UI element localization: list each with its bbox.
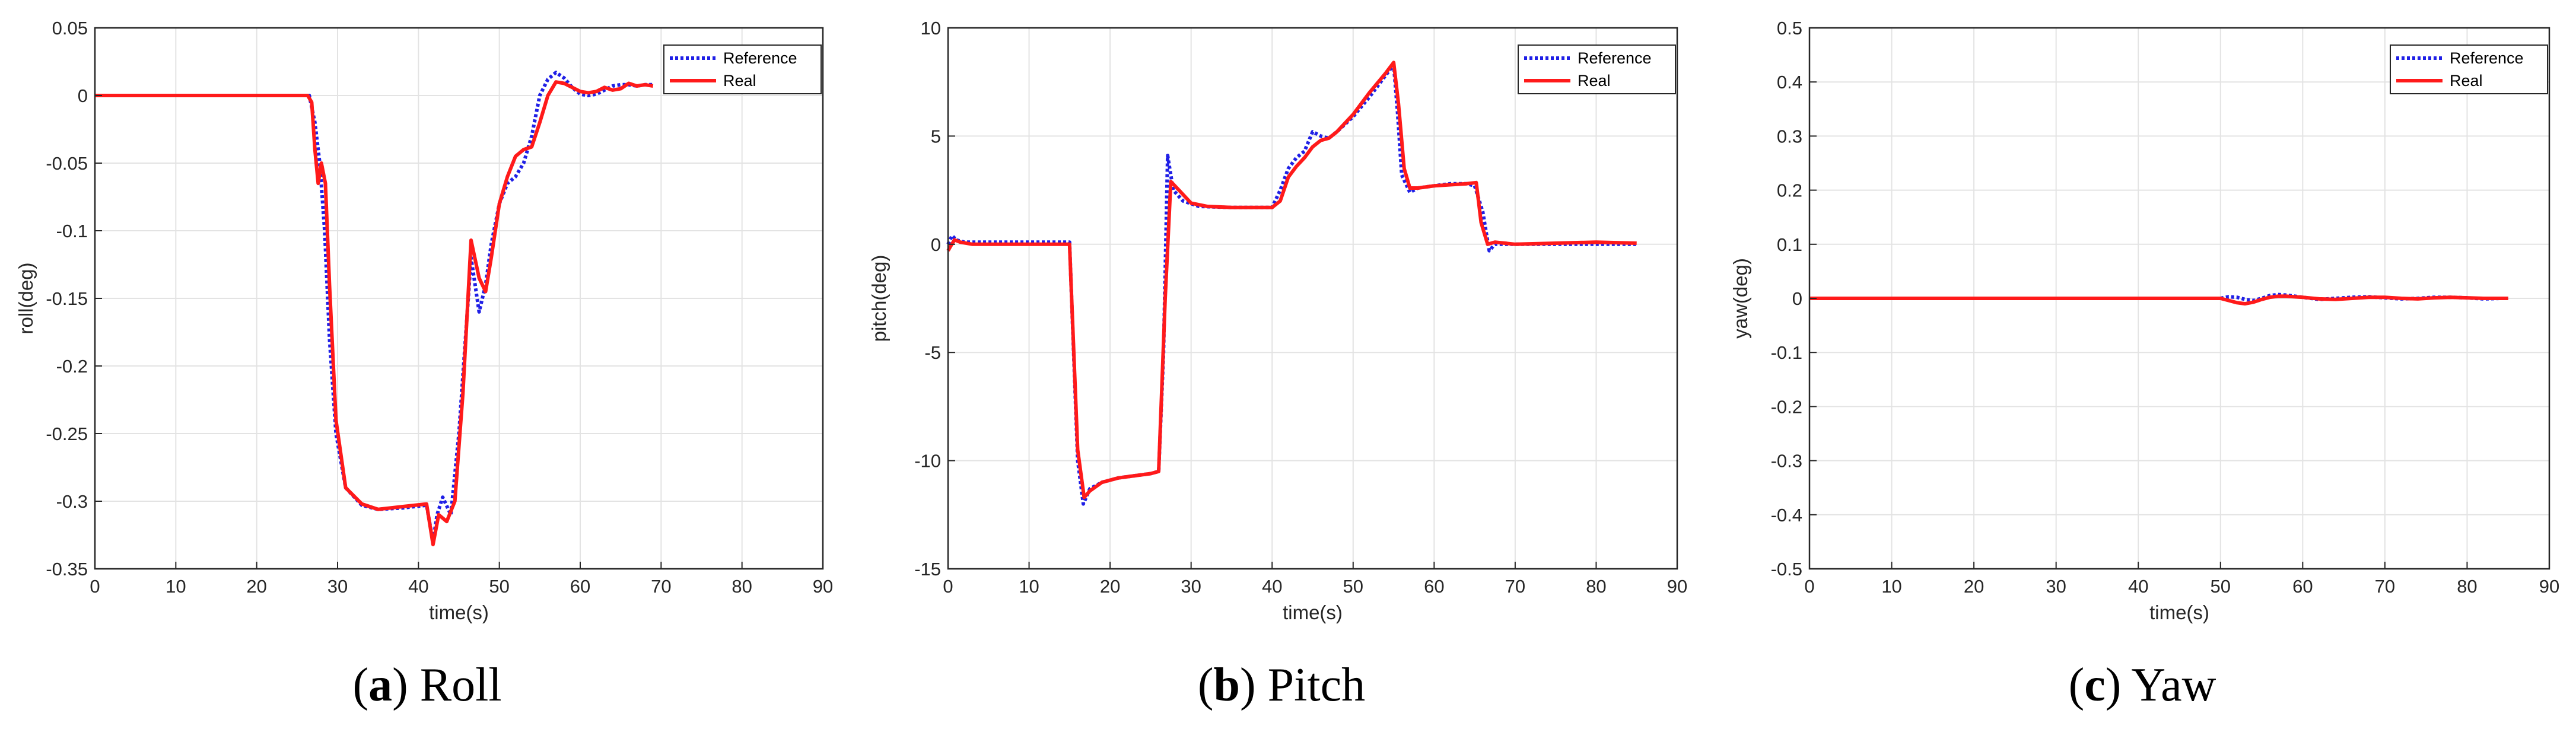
yaw-x-tick-label: 40 [2128, 576, 2148, 597]
yaw-series-real [1809, 294, 2508, 306]
roll-y-tick-label: -0.35 [46, 559, 88, 580]
pitch-x-tick-label: 50 [1343, 576, 1363, 597]
roll-x-axis-label: time(s) [429, 601, 489, 623]
pitch-y-tick-label: -15 [914, 559, 941, 580]
yaw-caption: (c) Yaw [2068, 659, 2216, 711]
pitch-legend-label-reference: Reference [1578, 49, 1652, 67]
pitch-plot-area [948, 28, 1677, 569]
pitch-legend: Reference Real [1518, 44, 1676, 94]
yaw-y-tick-label: 0.1 [1777, 234, 1802, 255]
pitch-caption-text: Pitch [1267, 659, 1366, 711]
yaw-legend-box [2390, 44, 2548, 94]
yaw-x-axis-label: time(s) [2149, 601, 2209, 623]
pitch-y-tick-label: 10 [921, 18, 941, 39]
pitch-y-tick-label: -5 [924, 342, 941, 363]
pitch-x-tick-label: 30 [1181, 576, 1201, 597]
roll-x-tick-label: 30 [327, 576, 348, 597]
roll-y-tick-label: -0.05 [46, 153, 88, 174]
roll-x-tick-label: 70 [651, 576, 671, 597]
roll-y-tick-label: -0.1 [56, 221, 88, 241]
pitch-x-tick-label: 0 [943, 576, 953, 597]
roll-caption-text: Roll [419, 659, 502, 711]
yaw-y-tick-label: 0.2 [1777, 180, 1802, 201]
yaw-x-tick-label: 20 [1964, 576, 1984, 597]
pitch-chart: 0 10 20 30 40 50 60 70 80 901050-5-10-15time(s)pi… [868, 18, 1687, 623]
yaw-legend-label-reference: Reference [2450, 49, 2524, 67]
yaw-y-tick-label: -0.4 [1771, 505, 1802, 526]
yaw-x-tick-label: 50 [2211, 576, 2231, 597]
roll-series-real [95, 80, 654, 546]
roll-x-tick-label: 90 [813, 576, 833, 597]
roll-y-tick-label: -0.25 [46, 424, 88, 444]
yaw-caption-text: Yaw [2131, 659, 2216, 711]
pitch-chart-panel: 0 10 20 30 40 50 60 70 80 90 10 5 0 -5 -10 -15 time(s) pi… [854, 0, 1709, 745]
yaw-y-tick-label: 0 [1792, 288, 1802, 309]
yaw-x-tick-label: 80 [2457, 576, 2477, 597]
roll-series-reference [95, 71, 653, 544]
yaw-x-tick-label: 60 [2292, 576, 2313, 597]
yaw-y-tick-label: -0.1 [1771, 342, 1802, 363]
roll-chart-panel: 0 10 20 30 40 50 60 70 80 90 0.05 0 -0.05 -0.1 -0.15 -0… [0, 0, 854, 745]
yaw-x-tick-label: 70 [2375, 576, 2395, 597]
pitch-axes-box [947, 27, 1678, 570]
roll-legend-label-reference: Reference [723, 49, 797, 67]
roll-x-tick-label: 20 [246, 576, 266, 597]
roll-chart: 0 10 20 30 40 50 60 70 80 90 0.05 0 -0.05 -0.1 -0.15 -0… [15, 18, 833, 623]
pitch-x-tick-label: 80 [1586, 576, 1606, 597]
pitch-x-tick-label: 40 [1262, 576, 1282, 597]
yaw-y-tick-label: 0.5 [1777, 18, 1802, 39]
yaw-y-tick-label: 0.4 [1777, 72, 1802, 93]
yaw-y-axis-label: yaw(deg) [1729, 258, 1751, 339]
roll-y-tick-label: -0.3 [56, 491, 88, 512]
pitch-x-tick-label: 70 [1505, 576, 1525, 597]
yaw-x-tick-label: 0 [1804, 576, 1814, 597]
yaw-y-tick-label: 0.3 [1777, 126, 1802, 147]
roll-legend-label-real: Real [723, 72, 756, 90]
roll-caption: (a) Roll [352, 659, 502, 711]
yaw-legend-label-real: Real [2450, 72, 2483, 90]
roll-x-tick-label: 40 [408, 576, 428, 597]
pitch-x-axis-label: time(s) [1283, 601, 1343, 623]
pitch-legend-label-real: Real [1578, 72, 1611, 90]
pitch-y-tick-label: -10 [914, 451, 941, 472]
roll-x-tick-label: 10 [166, 576, 186, 597]
yaw-y-tick-label: -0.2 [1771, 396, 1802, 417]
roll-x-tick-label: 0 [90, 576, 100, 597]
pitch-legend-box [1518, 44, 1676, 94]
pitch-x-tick-label: 60 [1424, 576, 1444, 597]
roll-y-tick-label: 0 [78, 85, 88, 106]
pitch-x-tick-label: 10 [1019, 576, 1039, 597]
roll-x-tick-label: 60 [570, 576, 590, 597]
yaw-y-tick-label: -0.3 [1771, 451, 1802, 472]
yaw-caption-letter: c [2084, 659, 2106, 711]
roll-y-tick-label: -0.2 [56, 356, 88, 377]
pitch-y-axis-label: pitch(deg) [868, 255, 890, 342]
roll-x-tick-label: 80 [732, 576, 752, 597]
roll-y-tick-label: 0.05 [52, 18, 88, 39]
pitch-y-tick-label: 0 [931, 234, 941, 255]
pitch-x-tick-label: 20 [1100, 576, 1120, 597]
pitch-caption-letter: b [1213, 659, 1241, 711]
roll-x-tick-label: 50 [489, 576, 509, 597]
pitch-x-tick-label: 90 [1667, 576, 1687, 597]
roll-caption-letter: a [368, 659, 393, 711]
roll-y-axis-label: roll(deg) [15, 262, 37, 334]
roll-legend: Reference Real [663, 44, 822, 94]
yaw-x-tick-label: 30 [2046, 576, 2066, 597]
yaw-chart: 0 10 20 30 40 50 60 70 80 90 0.5 0.4 0.3 0.2 0.1 0 -0.1 -… [1729, 18, 2559, 623]
yaw-y-tick-label: -0.5 [1771, 559, 1802, 580]
roll-y-tick-label: -0.15 [46, 288, 88, 309]
yaw-x-tick-label: 90 [2539, 576, 2559, 597]
pitch-caption: (b) Pitch [1197, 659, 1366, 711]
yaw-legend: Reference Real [2390, 44, 2548, 94]
roll-legend-box [663, 44, 822, 94]
yaw-chart-panel: 0 10 20 30 40 50 60 70 80 90 0.5 0.4 0.3 0.2 0.1 0 -0.1 -… [1709, 0, 2576, 745]
pitch-series-real [946, 61, 1637, 499]
yaw-x-tick-label: 10 [1881, 576, 1901, 597]
pitch-y-tick-label: 5 [931, 126, 941, 147]
